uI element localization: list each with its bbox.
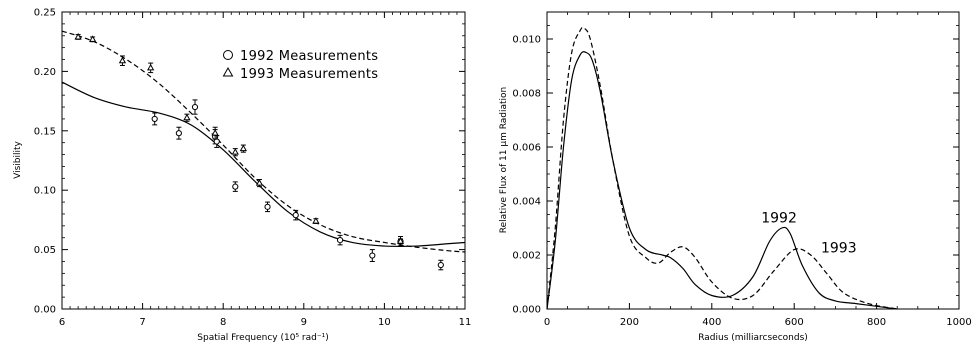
- right-y-tick-label: 0.008: [512, 89, 541, 100]
- left-x-axis-label: Spatial Frequency (10⁵ rad⁻¹): [197, 333, 328, 343]
- point-1992: [232, 183, 239, 190]
- left-x-tick-label: 10: [378, 317, 391, 328]
- legend-circle-marker: [223, 50, 233, 60]
- flux-curve-dashed: [546, 26, 898, 310]
- right-y-tick-label: 0.006: [512, 143, 541, 154]
- right-x-tick-label: 600: [785, 317, 804, 328]
- right-y-tick-label: 0.002: [512, 251, 541, 262]
- left-y-tick-label: 0.15: [34, 126, 56, 137]
- legend-1992: 1992 Measurements: [240, 49, 378, 64]
- point-1993: [147, 63, 155, 71]
- point-1992: [175, 130, 182, 137]
- point-1993: [211, 129, 219, 136]
- left-x-tick-label: 8: [220, 317, 226, 328]
- left-y-ticks: 0.00 0.05 0.10 0.15 0.20 0.25: [34, 8, 465, 316]
- point-1992: [191, 103, 199, 111]
- right-x-axis-label: Radius (milliarcseconds): [698, 333, 808, 343]
- left-y-tick-label: 0.00: [34, 305, 56, 316]
- flux-chart: 0 200 400 600 800 1000 0.0000.0020.0040.0060.…: [499, 11, 972, 343]
- left-model-curves: [61, 30, 466, 253]
- right-x-tick-label: 800: [867, 317, 886, 328]
- point-1993: [183, 113, 191, 121]
- right-plot-frame: [546, 11, 960, 310]
- annotation-1992: 1992: [761, 211, 797, 227]
- point-1993: [118, 56, 127, 64]
- flux-curve-solid: [546, 51, 898, 310]
- point-1993: [74, 32, 82, 40]
- left-model-curve-dashed: [61, 30, 466, 253]
- right-x-tick-label: 200: [620, 317, 639, 328]
- left-y-tick-label: 0.05: [34, 245, 56, 256]
- point-1992: [213, 138, 220, 145]
- point-1992: [264, 203, 271, 210]
- left-x-tick-label: 9: [301, 317, 307, 328]
- point-1993: [396, 237, 405, 244]
- left-x-tick-label: 6: [59, 317, 65, 328]
- point-1993: [88, 35, 97, 42]
- right-y-tick-label: 0.004: [512, 197, 541, 208]
- right-flux-curves: [546, 26, 898, 310]
- left-model-curve-solid: [61, 81, 466, 248]
- left-x-tick-label: 11: [459, 317, 472, 328]
- right-x-tick-label: 400: [702, 317, 721, 328]
- point-1993: [239, 144, 248, 152]
- left-y-tick-label: 0.10: [34, 186, 56, 197]
- right-y-tick-label: 0.000: [512, 305, 541, 316]
- legend-triangle-marker: [222, 66, 234, 77]
- left-y-axis-label: Visibility: [13, 140, 23, 178]
- left-y-tick-label: 0.25: [34, 8, 56, 19]
- point-1992: [437, 261, 444, 269]
- left-x-tick-label: 7: [139, 317, 145, 328]
- point-1993: [231, 148, 239, 155]
- legend-1993: 1993 Measurements: [240, 67, 378, 82]
- right-x-ticks: 0 200 400 600 800 1000: [544, 12, 972, 328]
- annotation-1993: 1993: [821, 240, 857, 256]
- point-1993: [255, 179, 264, 186]
- point-1992: [336, 236, 344, 244]
- point-1992: [369, 252, 376, 259]
- right-x-tick-label: 1000: [946, 317, 971, 328]
- left-data-points: [74, 32, 444, 271]
- right-y-tick-label: 0.010: [512, 35, 541, 46]
- left-x-ticks: 6 7 8 9 10 11: [59, 12, 472, 328]
- right-x-tick-label: 0: [544, 317, 550, 328]
- point-1993: [312, 217, 320, 224]
- visibility-chart: 6 7 8 9 10 11 0.00 0.05 0.10 0.15 0.20 0.25 1992 M…: [13, 8, 471, 344]
- right-y-axis-label: Relative Flux of 11 μm Radiation: [499, 87, 509, 233]
- left-y-tick-label: 0.20: [34, 67, 56, 78]
- point-1992: [151, 115, 158, 123]
- right-y-ticks: 0.000 0.002 0.004 0.006 0.008 0.010: [512, 11, 959, 316]
- point-1992: [292, 212, 299, 219]
- left-legend: 1992 Measurements 1993 Measurements: [222, 49, 378, 82]
